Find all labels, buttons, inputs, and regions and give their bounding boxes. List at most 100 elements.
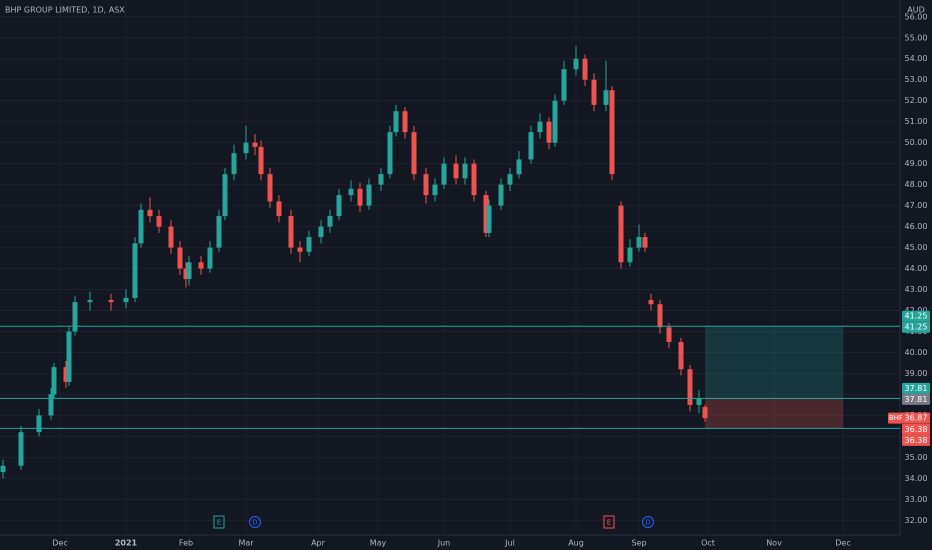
profit-zone: [705, 326, 843, 399]
level-label: 37.81: [905, 384, 928, 393]
candle-body: [486, 205, 492, 233]
candle-body: [411, 132, 417, 175]
candle-body: [609, 90, 615, 175]
candle-body: [72, 302, 78, 332]
y-tick-label: 39.00: [905, 369, 928, 378]
x-tick-label: Feb: [179, 539, 193, 548]
candle-body: [168, 226, 174, 248]
candle-body: [423, 174, 429, 196]
x-tick-label: Sep: [631, 539, 646, 548]
candle-body: [591, 79, 597, 105]
level-label-bg: [902, 382, 930, 394]
y-tick-label: 49.00: [905, 159, 928, 168]
symbol-tag: BHP: [889, 414, 903, 422]
candle-body: [432, 184, 438, 196]
y-tick-label: 32.00: [905, 516, 928, 525]
candle-body: [348, 188, 354, 196]
candle-body: [582, 58, 588, 80]
candle-body: [216, 216, 222, 248]
candle-body: [498, 184, 504, 206]
candle-body: [267, 174, 273, 202]
candle-body: [453, 163, 459, 179]
candle-body: [648, 300, 654, 305]
candle-body: [51, 367, 57, 395]
level-label: 37.81: [905, 395, 928, 404]
level-label-bg: [902, 321, 930, 333]
x-tick-label: Oct: [701, 539, 715, 548]
x-tick-label: Dec: [835, 539, 850, 548]
level-label-bg: [902, 434, 930, 446]
currency-label: AUD: [907, 6, 925, 15]
candle-body: [528, 132, 534, 160]
y-tick-label: 50.00: [905, 138, 928, 147]
candle-body: [327, 216, 333, 227]
level-label: 36.38: [905, 436, 928, 445]
candle-body: [288, 216, 294, 248]
x-tick-label: Dec: [52, 539, 67, 548]
candle-body: [231, 153, 237, 175]
candle-body: [336, 195, 342, 217]
candle-body: [66, 331, 72, 382]
candle-body: [222, 174, 228, 217]
y-tick-label: 53.00: [905, 75, 928, 84]
candle-body: [357, 188, 363, 206]
last-price-label: 36.87: [905, 414, 928, 423]
candle-body: [678, 341, 684, 370]
candle-body: [156, 216, 162, 227]
candle-body: [258, 146, 264, 175]
candle-body: [36, 415, 42, 433]
candle-body: [123, 297, 129, 303]
symbol-tag-bg: [888, 412, 904, 424]
y-tick-label: 33.00: [905, 495, 928, 504]
candle-body: [702, 407, 708, 419]
last-price-label-bg: [902, 412, 930, 424]
event-marker: [213, 515, 225, 529]
candle-body: [183, 268, 189, 280]
candle-body: [393, 111, 399, 133]
candle-body: [132, 243, 138, 298]
candle-body: [207, 247, 213, 269]
candle-body: [378, 174, 384, 185]
y-tick-label: 46.00: [905, 222, 928, 231]
candle-body: [552, 100, 558, 143]
y-tick-label: 40.00: [905, 348, 928, 357]
y-tick-label: 48.00: [905, 180, 928, 189]
y-tick-label: 56.00: [905, 12, 928, 21]
x-tick-label: Jul: [504, 539, 515, 548]
event-marker: [249, 516, 261, 528]
event-label: E: [607, 519, 611, 527]
x-tick-label: Nov: [766, 539, 782, 548]
level-label: 36.38: [905, 425, 928, 434]
candle-body: [387, 132, 393, 175]
y-tick-label: 43.00: [905, 285, 928, 294]
candle-body: [537, 121, 543, 133]
candle-body: [366, 184, 372, 206]
candle-body: [186, 262, 192, 280]
y-tick-label: 42.00: [905, 306, 928, 315]
candle-body: [627, 247, 633, 263]
candle-body: [516, 159, 522, 175]
candle-body: [198, 262, 204, 269]
candle-body: [48, 394, 54, 416]
candle-body: [696, 398, 702, 405]
candle-body: [642, 237, 648, 248]
candle-body: [297, 247, 303, 252]
y-tick-label: 55.00: [905, 33, 928, 42]
y-tick-label: 45.00: [905, 243, 928, 252]
level-label: 41.25: [905, 312, 928, 321]
candle-body: [63, 367, 69, 382]
y-tick-label: 47.00: [905, 201, 928, 210]
candle-body: [441, 163, 447, 185]
level-label: 41.25: [905, 323, 928, 332]
candle-body: [462, 163, 468, 179]
y-tick-label: 52.00: [905, 96, 928, 105]
event-marker: [603, 515, 615, 529]
y-tick-label: 34.00: [905, 474, 928, 483]
candle-body: [177, 247, 183, 269]
candle-body: [276, 201, 282, 217]
y-tick-label: 44.00: [905, 264, 928, 273]
candle-body: [561, 69, 567, 101]
candle-body: [18, 432, 24, 466]
candle-body: [471, 163, 477, 196]
